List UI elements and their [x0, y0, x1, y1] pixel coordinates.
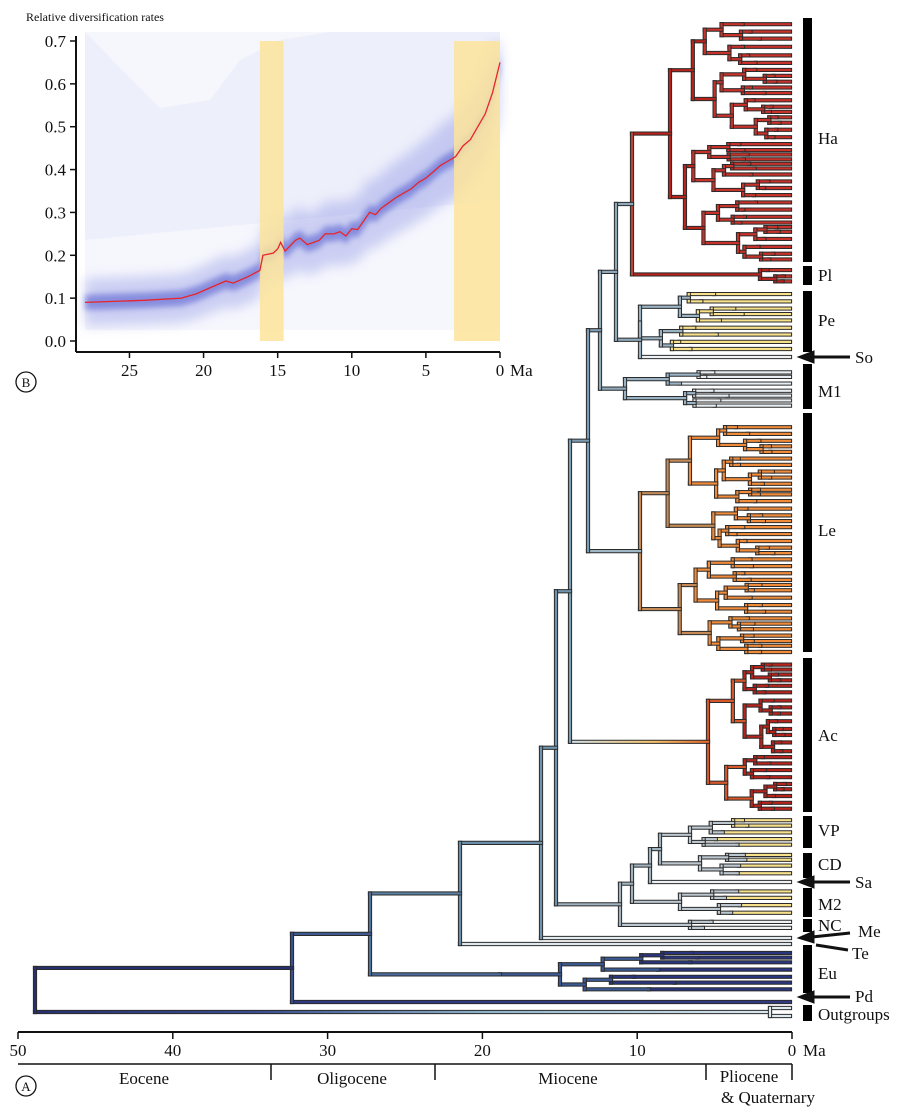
- time-axis-ticks: 50 40 30 20 10 0: [10, 1032, 797, 1060]
- phylogeny-panel: Ha Pl Pe So M1 Le Ac VP CD Sa M2 NC Me Te Eu PdOutgroup…: [10, 18, 890, 1107]
- rate-x-ticks: 25 20 15 10 5 0: [121, 352, 504, 380]
- rate-y-tick-label: 0.3: [45, 203, 66, 222]
- clade-bar-outgroups: [803, 1005, 812, 1021]
- clade-label-le: Le: [818, 521, 836, 540]
- clade-label-te: Te: [852, 944, 869, 963]
- clade-bar-cd: [803, 853, 812, 878]
- rate-x-tick-label: 25: [121, 361, 138, 380]
- time-axis-tick-label: 50: [10, 1041, 27, 1060]
- time-axis-tick-label: 0: [788, 1041, 797, 1060]
- time-axis-unit: Ma: [803, 1041, 826, 1060]
- phylogenetic-tree: [32, 22, 793, 1019]
- clade-labels: Ha Pl Pe So M1 Le Ac VP CD Sa M2 NC Me Te Eu PdOutgroup…: [818, 129, 890, 1024]
- rate-y-tick-label: 0.0: [45, 332, 66, 351]
- time-axis-tick-label: 30: [319, 1041, 336, 1060]
- rate-shift-highlight: [259, 41, 284, 341]
- rate-line: [84, 62, 501, 304]
- epoch-pliocene: Pliocene: [720, 1067, 779, 1086]
- rate-y-ticks: 0.7 0.6 0.5 0.4 0.3 0.2 0.1 0.0: [45, 32, 76, 351]
- clade-label-ac: Ac: [818, 726, 838, 745]
- clade-bar-ac: [803, 658, 812, 812]
- clade-label-sa: Sa: [855, 873, 872, 892]
- clade-label-m2: M2: [818, 895, 842, 914]
- rate-y-tick-label: 0.6: [45, 75, 66, 94]
- rate-plot-panel: Relative diversification rates 0.7 0.6 0.5…: [15, 10, 533, 393]
- clade-label-pd: Pd: [855, 987, 873, 1006]
- rate-y-tick-label: 0.1: [45, 289, 66, 308]
- clade-label-pe: Pe: [818, 311, 835, 330]
- clade-label-pl: Pl: [818, 266, 832, 285]
- rate-x-tick-label: 0: [496, 361, 505, 380]
- clade-label-ha: Ha: [818, 129, 838, 148]
- panel-a-label-circle: [15, 1075, 37, 1097]
- clade-label-me: Me: [858, 922, 881, 941]
- clade-label-so: So: [855, 348, 873, 367]
- clade-bars: [803, 18, 812, 1021]
- rate-x-tick-label: 20: [195, 361, 212, 380]
- rate-band-inner: [85, 54, 500, 311]
- clade-label-eu: Eu: [818, 964, 837, 983]
- time-axis-tick-label: 40: [164, 1041, 181, 1060]
- rate-x-tick-label: 5: [422, 361, 431, 380]
- clade-label-cd: CD: [818, 855, 842, 874]
- clade-bar-m2: [803, 888, 812, 917]
- rate-y-tick-label: 0.4: [45, 161, 67, 180]
- clade-bar-eu: [803, 945, 812, 993]
- clade-label-m1: M1: [818, 382, 842, 401]
- epoch-oligocene: Oligocene: [317, 1069, 387, 1088]
- panel-a-label: A: [21, 1079, 31, 1094]
- epoch-eocene: Eocene: [119, 1069, 169, 1088]
- time-axis-tick-label: 10: [629, 1041, 646, 1060]
- clade-label-nc: NC: [818, 916, 842, 935]
- panel-b-label-circle: [15, 371, 37, 393]
- epoch-dividers: [270, 1064, 793, 1080]
- rate-y-tick-label: 0.5: [45, 118, 66, 137]
- rate-x-tick-label: 10: [343, 361, 360, 380]
- panel-b-label: B: [22, 375, 31, 390]
- time-axis-tick-label: 20: [474, 1041, 491, 1060]
- rate-plot-title: Relative diversification rates: [26, 10, 164, 24]
- clade-bar-vp: [803, 816, 812, 848]
- clade-bar-ha: [803, 18, 812, 262]
- epoch-quaternary: & Quaternary: [721, 1088, 815, 1107]
- rate-shift-highlight: [454, 41, 500, 341]
- rate-x-unit: Ma: [510, 361, 533, 380]
- clade-bar-m1: [803, 364, 812, 409]
- clade-label-vp: VP: [818, 821, 840, 840]
- rate-shift-highlights: [259, 41, 500, 341]
- clade-bar-pl: [803, 266, 812, 285]
- clade-arrows: [796, 350, 851, 1004]
- clade-bar-le: [803, 413, 812, 652]
- epoch-miocene: Miocene: [538, 1069, 597, 1088]
- rate-x-tick-label: 15: [269, 361, 286, 380]
- clade-bar-pe: [803, 291, 812, 352]
- clade-bar-nc: [803, 919, 812, 932]
- rate-y-tick-label: 0.2: [45, 246, 66, 265]
- rate-y-tick-label: 0.7: [45, 32, 67, 51]
- clade-label-outgroups: Outgroups: [818, 1005, 890, 1024]
